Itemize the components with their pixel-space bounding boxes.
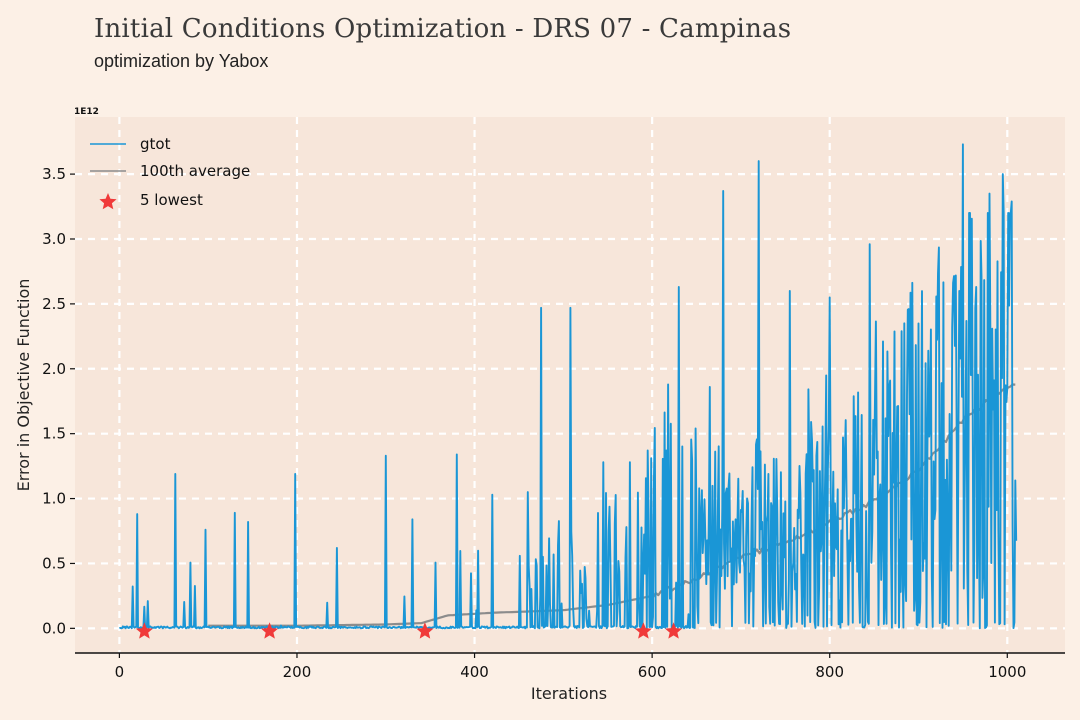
y-tick-label: 3.0: [42, 230, 66, 248]
x-tick-label: 200: [283, 663, 312, 681]
legend-average-label: 100th average: [140, 162, 250, 180]
lowest-point-star: [665, 622, 683, 639]
x-tick-label: 400: [460, 663, 489, 681]
lowest-point-star: [135, 622, 153, 639]
y-tick-label: 0.5: [42, 554, 66, 572]
y-tick-label: 2.0: [42, 360, 66, 378]
chart-title: Initial Conditions Optimization - DRS 07…: [94, 14, 792, 44]
x-tick-label: 0: [115, 663, 125, 681]
y-tick-label: 3.5: [42, 165, 66, 183]
y-tick-label: 0.0: [42, 619, 66, 637]
y-axis-label: Error in Objective Function: [14, 279, 33, 492]
lowest-point-star: [261, 622, 279, 639]
y-scale-label: 1E12: [74, 107, 99, 117]
lowest-point-star: [634, 622, 652, 639]
x-ticks: 0 200 400 600 800 1000: [115, 653, 1026, 681]
legend: gtot 100th average 5 lowest: [90, 135, 250, 210]
x-tick-label: 600: [638, 663, 667, 681]
legend-lowest-label: 5 lowest: [140, 191, 203, 209]
y-tick-label: 2.5: [42, 295, 66, 313]
legend-star-icon: [99, 193, 117, 210]
legend-gtot-label: gtot: [140, 135, 171, 153]
lowest-markers: [135, 622, 683, 639]
lowest-point-star: [416, 622, 434, 639]
chart-subtitle: optimization by Yabox: [94, 51, 269, 71]
y-tick-label: 1.5: [42, 425, 66, 443]
x-axis-label: Iterations: [531, 684, 607, 703]
x-tick-label: 1000: [988, 663, 1026, 681]
y-ticks: 0.0 0.5 1.0 1.5 2.0 2.5 3.0 3.5: [42, 165, 75, 637]
y-tick-label: 1.0: [42, 490, 66, 508]
x-tick-label: 800: [815, 663, 844, 681]
